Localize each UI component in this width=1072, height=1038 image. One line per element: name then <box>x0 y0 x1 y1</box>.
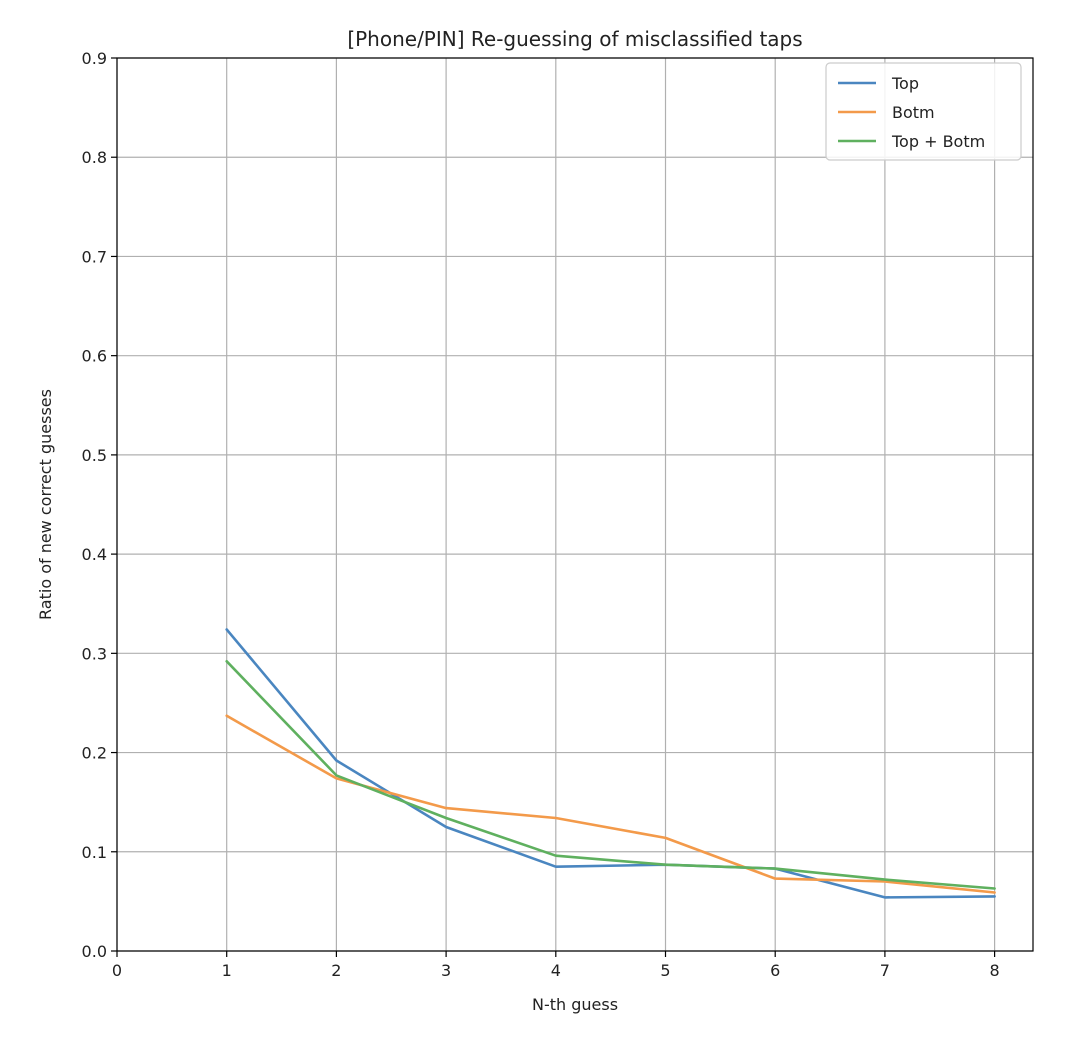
x-tick-label: 7 <box>880 961 890 980</box>
y-tick-label: 0.5 <box>82 446 107 465</box>
grid <box>116 57 1033 952</box>
plot-frame <box>116 57 1034 952</box>
legend-label: Botm <box>892 103 935 122</box>
y-tick-label: 0.2 <box>82 744 107 763</box>
y-tick-label: 0.4 <box>82 545 107 564</box>
x-tick-label: 8 <box>990 961 1000 980</box>
legend: Top Botm Top + Botm <box>825 62 1022 161</box>
x-tick-label: 3 <box>441 961 451 980</box>
y-axis-label: Ratio of new correct guesses <box>36 389 55 620</box>
x-tick-label: 4 <box>551 961 561 980</box>
x-tick-label: 5 <box>660 961 670 980</box>
x-tick-label: 6 <box>770 961 780 980</box>
series-line-top-botm <box>225 659 996 890</box>
y-tick-label: 0.7 <box>82 247 107 266</box>
x-tick-label: 2 <box>331 961 341 980</box>
chart-title: [Phone/PIN] Re-guessing of misclassified… <box>347 27 802 51</box>
y-tick-label: 0.8 <box>82 148 107 167</box>
y-tick-label: 0.6 <box>82 347 107 366</box>
y-axis: 0.0 0.1 0.2 0.3 0.4 0.5 0.6 0.7 0.8 0.9 <box>82 49 117 961</box>
legend-label: Top <box>891 74 919 93</box>
y-tick-label: 0.0 <box>82 942 107 961</box>
y-tick-label: 0.9 <box>82 49 107 68</box>
x-axis: 0 1 2 3 4 5 6 7 8 <box>112 951 1000 980</box>
x-tick-label: 1 <box>222 961 232 980</box>
x-tick-label: 0 <box>112 961 122 980</box>
legend-label: Top + Botm <box>891 132 985 151</box>
series-line-top <box>225 628 996 899</box>
series-layer <box>225 628 996 899</box>
x-axis-label: N-th guess <box>532 995 618 1014</box>
legend-box <box>825 62 1022 161</box>
y-tick-label: 0.3 <box>82 644 107 663</box>
y-tick-label: 0.1 <box>82 843 107 862</box>
